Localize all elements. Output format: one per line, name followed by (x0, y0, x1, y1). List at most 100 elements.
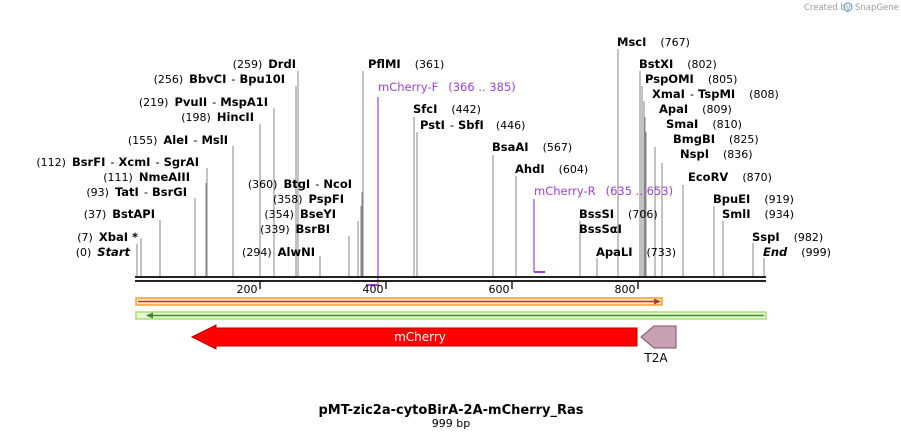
svg-text:(198)HincII: (198) HincII (181, 110, 254, 124)
svg-text:SspI(982): SspI (982) (752, 230, 823, 244)
svg-text:(155)AleI-MslI: (155) AleI - MslI (128, 133, 228, 147)
site-bseyi[interactable]: (354) BseYI (264, 207, 336, 221)
primer-mcherry-f[interactable]: mCherry-F (366 .. 385) (366, 80, 516, 286)
site-bstapi[interactable]: (37) BstAPI (84, 207, 155, 221)
site-bsssai[interactable]: BssSαI (579, 222, 622, 236)
feature-t2a-label: T2A (643, 351, 668, 365)
site-bmgbi[interactable]: BmgBI (825) (673, 132, 759, 146)
svg-text:(259)DrdI: (259) DrdI (233, 57, 296, 71)
ruler-tick-800: 800 (615, 283, 636, 296)
site-xmai-tspmi[interactable]: XmaI - TspMI (808) (652, 87, 779, 101)
ruler-tick-400: 400 (363, 283, 384, 296)
svg-text:ApaI(809): ApaI (809) (659, 102, 732, 116)
snapgene-credit[interactable]: Created by SnapGene (804, 2, 899, 13)
snapgene-logo-icon (843, 2, 853, 12)
primer-r-name: mCherry-R (534, 184, 596, 198)
map-title: pMT-zic2a-cytoBirA-2A-mCherry_Ras (318, 403, 583, 418)
site-bsssi[interactable]: BssSI (706) (579, 207, 658, 221)
site-apali[interactable]: ApaLI (733) (596, 245, 676, 259)
feature-t2a[interactable]: T2A (640, 325, 677, 365)
svg-text:SfcI(442): SfcI (442) (413, 102, 481, 116)
svg-text:(339)BsrBI: (339) BsrBI (260, 222, 330, 236)
svg-text:(256)BbvCI-Bpu10I: (256) BbvCI - Bpu10I (154, 72, 285, 86)
svg-text:BssSαI: BssSαI (579, 222, 622, 236)
site-drdi[interactable]: (259) DrdI (233, 57, 296, 71)
site-ecorv[interactable]: EcoRV (870) (688, 170, 772, 184)
feature-mcherry-label: mCherry (394, 330, 446, 344)
primer-mcherry-r[interactable]: mCherry-R (635 .. 653) (533, 184, 673, 273)
svg-text:SmaI(810): SmaI (810) (666, 117, 742, 131)
svg-text:PspOMI(805): PspOMI (805) (645, 72, 737, 86)
svg-text:BpuEI(919): BpuEI (919) (713, 192, 794, 206)
feature-mcherry[interactable]: mCherry (190, 324, 638, 350)
map-length: 999 bp (432, 417, 470, 430)
site-smai[interactable]: SmaI (810) (666, 117, 742, 131)
site-nmeaiii[interactable]: (111) NmeAIII (103, 170, 190, 184)
site-pspomi[interactable]: PspOMI (805) (645, 72, 737, 86)
svg-text:(0)Start: (0) Start (76, 245, 131, 259)
site-sspi[interactable]: SspI (982) (752, 230, 823, 244)
ruler-tick-200: 200 (237, 283, 258, 296)
svg-text:(219)PvuII-MspA1I: (219) PvuII - MspA1I (139, 95, 268, 109)
svg-text:PstI-SbfI(446): PstI - SbfI (446) (420, 118, 525, 132)
site-pflmi[interactable]: PflMI (361) (368, 57, 444, 71)
site-smli[interactable]: SmlI (934) (722, 207, 794, 221)
site-tati-bsrgi[interactable]: (93) TatI - BsrGI (86, 185, 187, 199)
orf-reverse[interactable] (135, 311, 767, 320)
site-alwni[interactable]: (294) AlwNI (242, 245, 315, 259)
primer-f-range: (366 .. 385) (448, 80, 516, 94)
site-bsaai[interactable]: BsaAI (567) (492, 140, 572, 154)
site-psti-sbfi[interactable]: PstI - SbfI (446) (420, 118, 525, 132)
svg-text:(111)NmeAIII: (111) NmeAIII (103, 170, 190, 184)
svg-text:mCherry-R(635 .. 653): mCherry-R (635 .. 653) (534, 184, 673, 198)
site-pvuii-mspa1i[interactable]: (219) PvuII - MspA1I (139, 95, 268, 109)
ruler-tick-600: 600 (489, 283, 510, 296)
site-bsrbi[interactable]: (339) BsrBI (260, 222, 330, 236)
site-end[interactable]: End (999) (763, 245, 831, 259)
primer-f-name: mCherry-F (378, 80, 438, 94)
site-xbai[interactable]: (7) XbaI * (77, 230, 138, 244)
svg-text:(360)BtgI-NcoI: (360) BtgI - NcoI (248, 177, 352, 191)
site-bbvci-bpu10i[interactable]: (256) BbvCI - Bpu10I (154, 72, 285, 86)
orf-forward[interactable] (135, 297, 663, 306)
svg-text:SmlI(934): SmlI (934) (722, 207, 794, 221)
sites-right: PflMI (361) SfcI (442) PstI - SbfI (446) BsaA… (368, 35, 831, 259)
svg-text:AhdI(604): AhdI (604) (515, 162, 588, 176)
svg-text:MscI(767): MscI (767) (617, 35, 690, 49)
svg-text:BssSI(706): BssSI (706) (579, 207, 658, 221)
svg-text:BstXI(802): BstXI (802) (639, 57, 717, 71)
site-ahdi[interactable]: AhdI (604) (515, 162, 588, 176)
site-start[interactable]: (0) Start (76, 245, 131, 259)
svg-text:NspI(836): NspI (836) (680, 147, 753, 161)
svg-text:(7)XbaI *: (7) XbaI * (77, 230, 138, 244)
svg-text:(93)TatI-BsrGI: (93) TatI - BsrGI (86, 185, 187, 199)
svg-text:(37)BstAPI: (37) BstAPI (84, 207, 155, 221)
svg-text:(354)BseYI: (354) BseYI (264, 207, 336, 221)
svg-text:ApaLI(733): ApaLI (733) (596, 245, 676, 259)
credit-brand: SnapGene (855, 3, 899, 13)
site-alei-msli[interactable]: (155) AleI - MslI (128, 133, 228, 147)
svg-text:End(999): End (999) (763, 245, 831, 259)
site-sfci[interactable]: SfcI (442) (413, 102, 481, 116)
site-btgi-ncoi[interactable]: (360) BtgI - NcoI (248, 177, 352, 191)
svg-text:mCherry-F(366 .. 385): mCherry-F (366 .. 385) (378, 80, 516, 94)
svg-text:(294)AlwNI: (294) AlwNI (242, 245, 315, 259)
site-leaders (136, 49, 765, 276)
svg-text:BsaAI(567): BsaAI (567) (492, 140, 572, 154)
ruler: 200 400 600 800 (237, 281, 639, 296)
site-apai[interactable]: ApaI (809) (659, 102, 732, 116)
site-bpuei[interactable]: BpuEI (919) (713, 192, 794, 206)
site-pspfi[interactable]: (358) PspFI (273, 192, 344, 206)
site-hincii[interactable]: (198) HincII (181, 110, 254, 124)
svg-text:(112)BsrFI-XcmI-SgrAI: (112) BsrFI - XcmI - SgrAI (36, 155, 199, 169)
site-bstxi[interactable]: BstXI (802) (639, 57, 717, 71)
svg-text:XmaI-TspMI(808): XmaI - TspMI (808) (652, 87, 779, 101)
site-bsrfi-xcmi-sgrai[interactable]: (112) BsrFI - XcmI - SgrAI (36, 155, 199, 169)
sequence-backbone (135, 276, 766, 282)
sites-left: (0) Start (7) XbaI * (37) BstAPI (93) TatI - B… (36, 57, 352, 259)
credit-prefix: Created by (804, 3, 851, 13)
site-nspi[interactable]: NspI (836) (680, 147, 753, 161)
site-msci[interactable]: MscI (767) (617, 35, 690, 49)
svg-text:BmgBI(825): BmgBI (825) (673, 132, 759, 146)
